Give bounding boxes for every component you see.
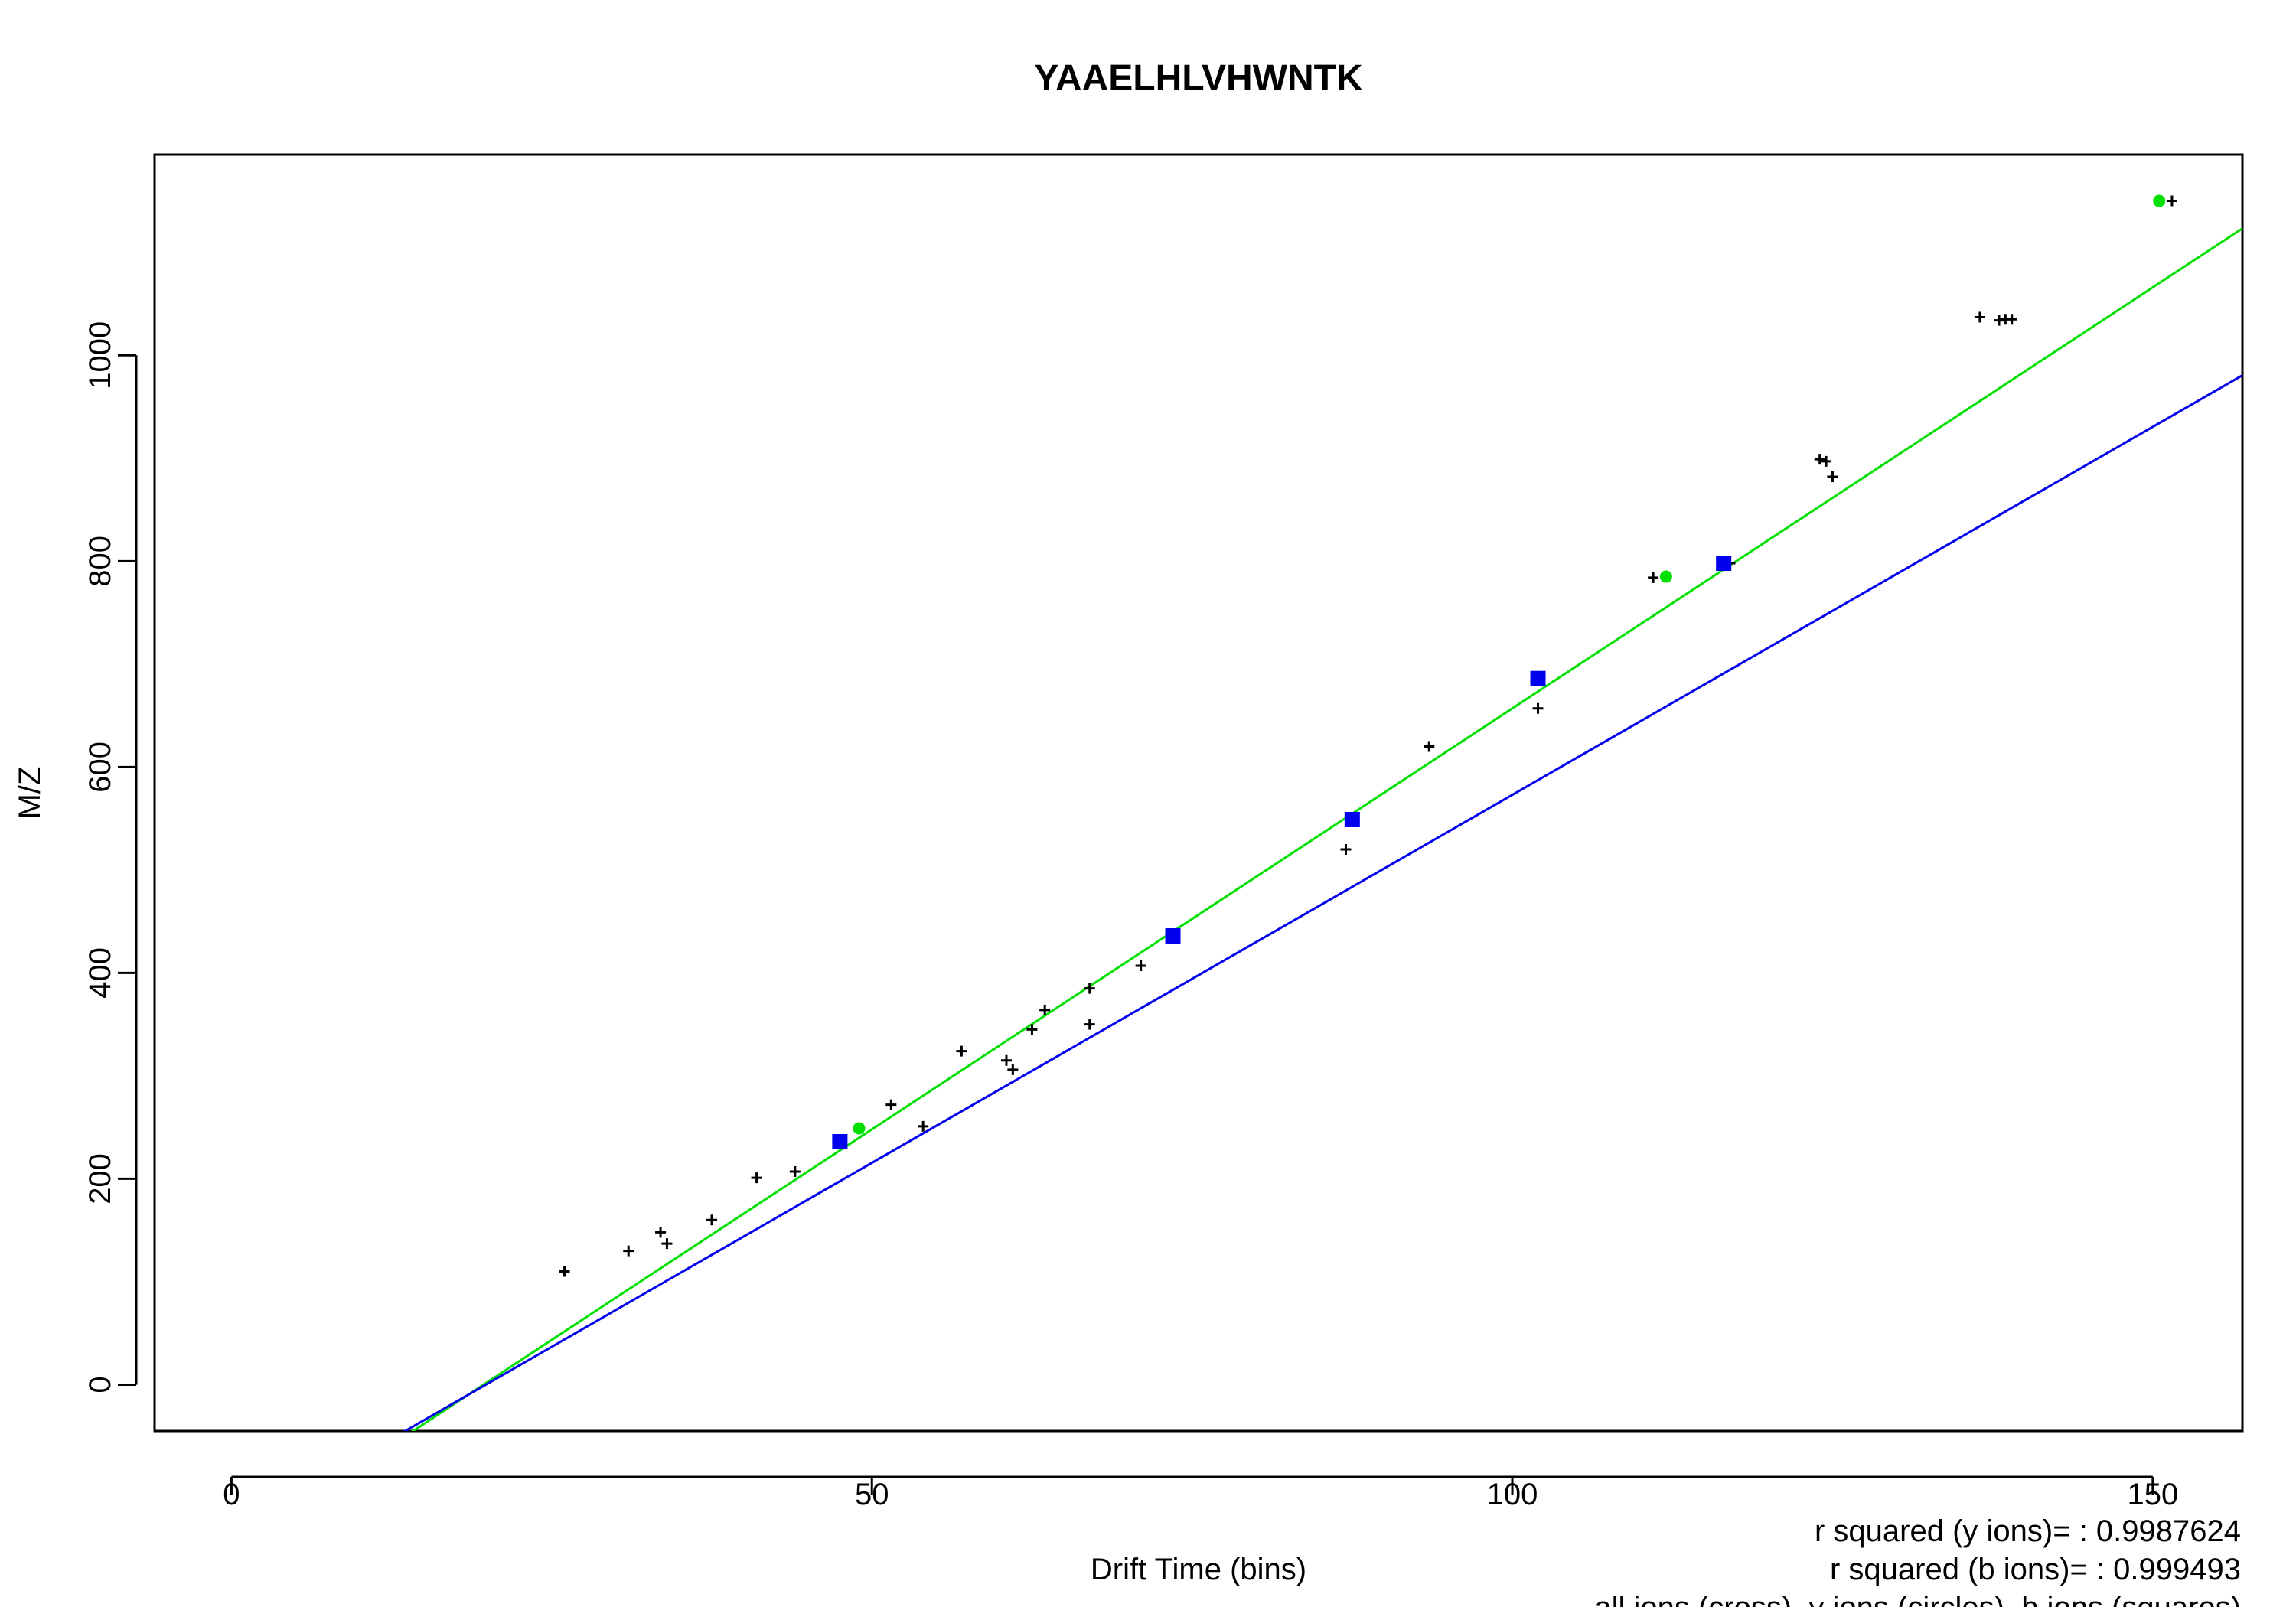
data-points — [559, 194, 2177, 1277]
fit-lines — [403, 227, 2242, 1431]
chart-title: YAAELHLVHWNTK — [1034, 58, 1363, 99]
ion-cross-point — [1424, 741, 1435, 752]
ion-cross-point — [2006, 314, 2017, 325]
y-tick-label: 600 — [83, 742, 117, 793]
x-tick-label: 100 — [1487, 1478, 1538, 1511]
r-squared-b-ions-note: r squared (b ions)= : 0.999493 — [1830, 1553, 2241, 1586]
ion-cross-point — [1039, 1004, 1051, 1015]
ion-cross-point — [559, 1266, 570, 1277]
ion-cross-point — [706, 1214, 718, 1226]
ion-cross-point — [623, 1245, 634, 1257]
b-ion-square-point — [1344, 811, 1360, 827]
ion-cross-point — [655, 1227, 667, 1238]
y-axis: 0 200 400 600 800 1000 — [83, 321, 138, 1393]
b-ion-square-point — [1716, 556, 1732, 572]
y-ion-circle-point — [853, 1122, 866, 1135]
ion-cross-point — [1340, 843, 1352, 855]
ion-cross-point — [1084, 983, 1095, 994]
ion-cross-point — [918, 1120, 929, 1132]
ion-cross-point — [1007, 1064, 1019, 1075]
y-ion-circle-point — [2153, 194, 2166, 207]
x-axis-label: Drift Time (bins) — [1091, 1553, 1306, 1586]
b-ion-square-point — [1165, 927, 1181, 944]
r-squared-y-ions-note: r squared (y ions)= : 0.9987624 — [1815, 1514, 2241, 1548]
x-axis: 0 50 100 150 — [223, 1475, 2178, 1511]
ion-cross-point — [1000, 1054, 1012, 1066]
ion-cross-point — [2166, 195, 2177, 207]
y-tick-label: 0 — [83, 1376, 117, 1393]
ion-cross-point — [789, 1166, 801, 1178]
x-tick-label: 0 — [223, 1478, 240, 1511]
y-tick-label: 1000 — [83, 321, 117, 390]
marker-legend-note: all ions (cross), y ions (circles), b io… — [1594, 1591, 2241, 1607]
y-axis-label: M/Z — [13, 767, 47, 820]
ion-cross-point — [956, 1045, 967, 1057]
ion-cross-point — [1026, 1024, 1038, 1035]
ion-cross-point — [1135, 960, 1146, 971]
ion-cross-point — [751, 1172, 762, 1184]
plot-frame — [153, 153, 2244, 1433]
ion-cross-point — [661, 1238, 673, 1250]
y-tick-label: 800 — [83, 536, 117, 587]
b-ions-fit-line — [403, 374, 2242, 1431]
ion-cross-point — [1532, 702, 1544, 714]
ion-cross-point — [1974, 311, 1985, 323]
b-ion-square-point — [832, 1134, 848, 1150]
ion-cross-point — [1648, 572, 1659, 583]
y-ions-fit-line — [411, 227, 2242, 1431]
ion-cross-point — [1827, 471, 1838, 483]
y-tick-label: 200 — [83, 1153, 117, 1204]
x-tick-label: 150 — [2127, 1478, 2178, 1511]
x-tick-label: 50 — [855, 1478, 889, 1511]
ion-cross-point — [1821, 455, 1832, 467]
y-tick-label: 400 — [83, 947, 117, 999]
b-ion-square-point — [1530, 670, 1546, 686]
ion-cross-point — [1814, 454, 1825, 465]
ion-cross-point — [885, 1099, 897, 1110]
y-ion-circle-point — [1659, 570, 1672, 583]
ion-cross-point — [1084, 1019, 1095, 1030]
